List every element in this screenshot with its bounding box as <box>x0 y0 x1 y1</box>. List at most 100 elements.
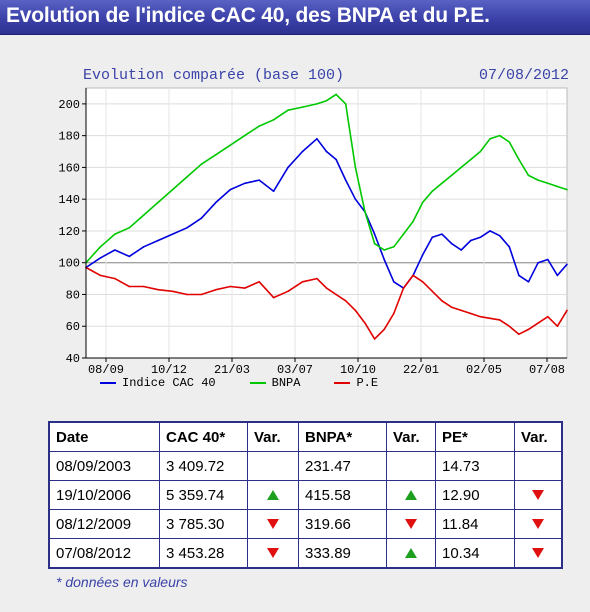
data-point <box>200 217 203 220</box>
data-point <box>508 325 511 328</box>
cell-pe-var <box>514 509 563 539</box>
data-point <box>373 242 376 245</box>
x-tick-label: 21/03 <box>214 363 250 377</box>
cell-date: 19/10/2006 <box>48 480 160 510</box>
data-point <box>518 333 520 335</box>
cell-bnpa: 319.66 <box>298 509 387 539</box>
cell-date: 08/12/2009 <box>48 509 160 539</box>
data-point <box>229 188 232 191</box>
data-point <box>99 257 102 259</box>
data-point <box>229 144 232 146</box>
cell-bnpa-var <box>386 509 436 539</box>
data-point <box>287 166 289 169</box>
table-row: 07/08/2012 3 453.28 333.89 10.34 <box>48 538 563 569</box>
data-point <box>287 290 289 293</box>
data-point <box>364 322 366 324</box>
data-point <box>527 174 530 177</box>
data-point <box>344 300 347 302</box>
data-point <box>128 255 131 258</box>
data-point <box>114 249 116 251</box>
x-tick-label: 10/10 <box>340 363 376 377</box>
data-point <box>325 287 328 289</box>
data-point <box>498 234 501 237</box>
table-row: 08/09/2003 3 409.72 231.47 14.73 <box>48 451 563 481</box>
x-tick-label: 10/12 <box>151 363 187 377</box>
data-point <box>537 261 539 264</box>
data-point <box>450 306 453 308</box>
data-point <box>431 190 434 193</box>
cell-bnpa: 231.47 <box>298 451 387 481</box>
cell-cac: 3 453.28 <box>159 538 248 569</box>
data-point <box>556 274 559 277</box>
arrow-up-icon <box>267 489 279 500</box>
arrow-up-icon <box>405 547 417 558</box>
data-point <box>412 220 414 223</box>
table-row: 19/10/2006 5 359.74 415.58 12.90 <box>48 480 563 510</box>
data-point <box>316 138 318 140</box>
cell-pe-var <box>514 480 563 510</box>
arrow-down-icon <box>532 518 544 529</box>
data-point <box>157 288 159 291</box>
data-point <box>258 125 260 127</box>
data-point <box>354 309 357 312</box>
x-tick-label: 22/01 <box>403 363 439 377</box>
cell-pe: 14.73 <box>435 451 515 481</box>
data-point <box>546 258 549 261</box>
data-point <box>335 293 337 296</box>
data-point <box>316 277 318 280</box>
data-point <box>537 179 539 181</box>
cell-date: 07/08/2012 <box>48 538 160 569</box>
y-tick-label: 120 <box>58 225 80 239</box>
data-point <box>479 315 482 318</box>
data-point <box>364 211 366 213</box>
y-tick-label: 180 <box>58 130 80 144</box>
legend-label: P.E <box>356 376 379 390</box>
data-point <box>546 315 549 318</box>
cell-bnpa: 415.58 <box>298 480 387 510</box>
data-point <box>518 158 520 161</box>
data-point <box>335 158 337 161</box>
legend-swatch <box>100 381 116 384</box>
arrow-down-icon <box>405 518 417 529</box>
data-point <box>489 230 491 232</box>
data-point <box>470 312 472 315</box>
data-point <box>489 138 491 140</box>
data-point <box>431 290 434 293</box>
data-point <box>470 158 472 161</box>
data-point <box>566 263 568 266</box>
data-point <box>354 198 357 200</box>
cell-date: 08/09/2003 <box>48 451 160 481</box>
data-point <box>200 163 203 166</box>
data-point <box>344 103 347 105</box>
data-point <box>157 239 159 242</box>
data-point <box>186 226 188 229</box>
data-point <box>508 141 511 143</box>
cell-cac: 3 785.30 <box>159 509 248 539</box>
legend-label: BNPA <box>271 376 301 390</box>
data-point <box>479 236 482 239</box>
data-point <box>498 319 501 321</box>
chart-container: Evolution comparée (base 100) 07/08/2012… <box>58 64 575 396</box>
page-title: Evolution de l'indice CAC 40, des BNPA e… <box>6 4 490 27</box>
legend-swatch <box>249 381 266 384</box>
data-point <box>186 293 188 296</box>
data-point <box>99 246 102 248</box>
data-point <box>460 166 462 169</box>
arrow-down-icon <box>267 518 279 529</box>
chart-legend: Indice CAC 40 BNPA P.E <box>100 376 412 390</box>
data-point <box>498 134 501 137</box>
y-tick-label: 80 <box>66 288 80 302</box>
data-point <box>566 309 568 312</box>
col-header-date: Date <box>48 421 160 452</box>
data-point <box>489 317 491 320</box>
data-point <box>186 176 188 178</box>
data-point <box>479 150 482 153</box>
data-point <box>272 118 275 121</box>
data-point <box>537 322 539 324</box>
data-point <box>373 233 376 235</box>
data-point <box>258 280 260 283</box>
data-point <box>128 226 131 229</box>
arrow-up-icon <box>405 489 417 500</box>
cell-cac-var <box>247 509 299 539</box>
data-point <box>215 201 217 204</box>
